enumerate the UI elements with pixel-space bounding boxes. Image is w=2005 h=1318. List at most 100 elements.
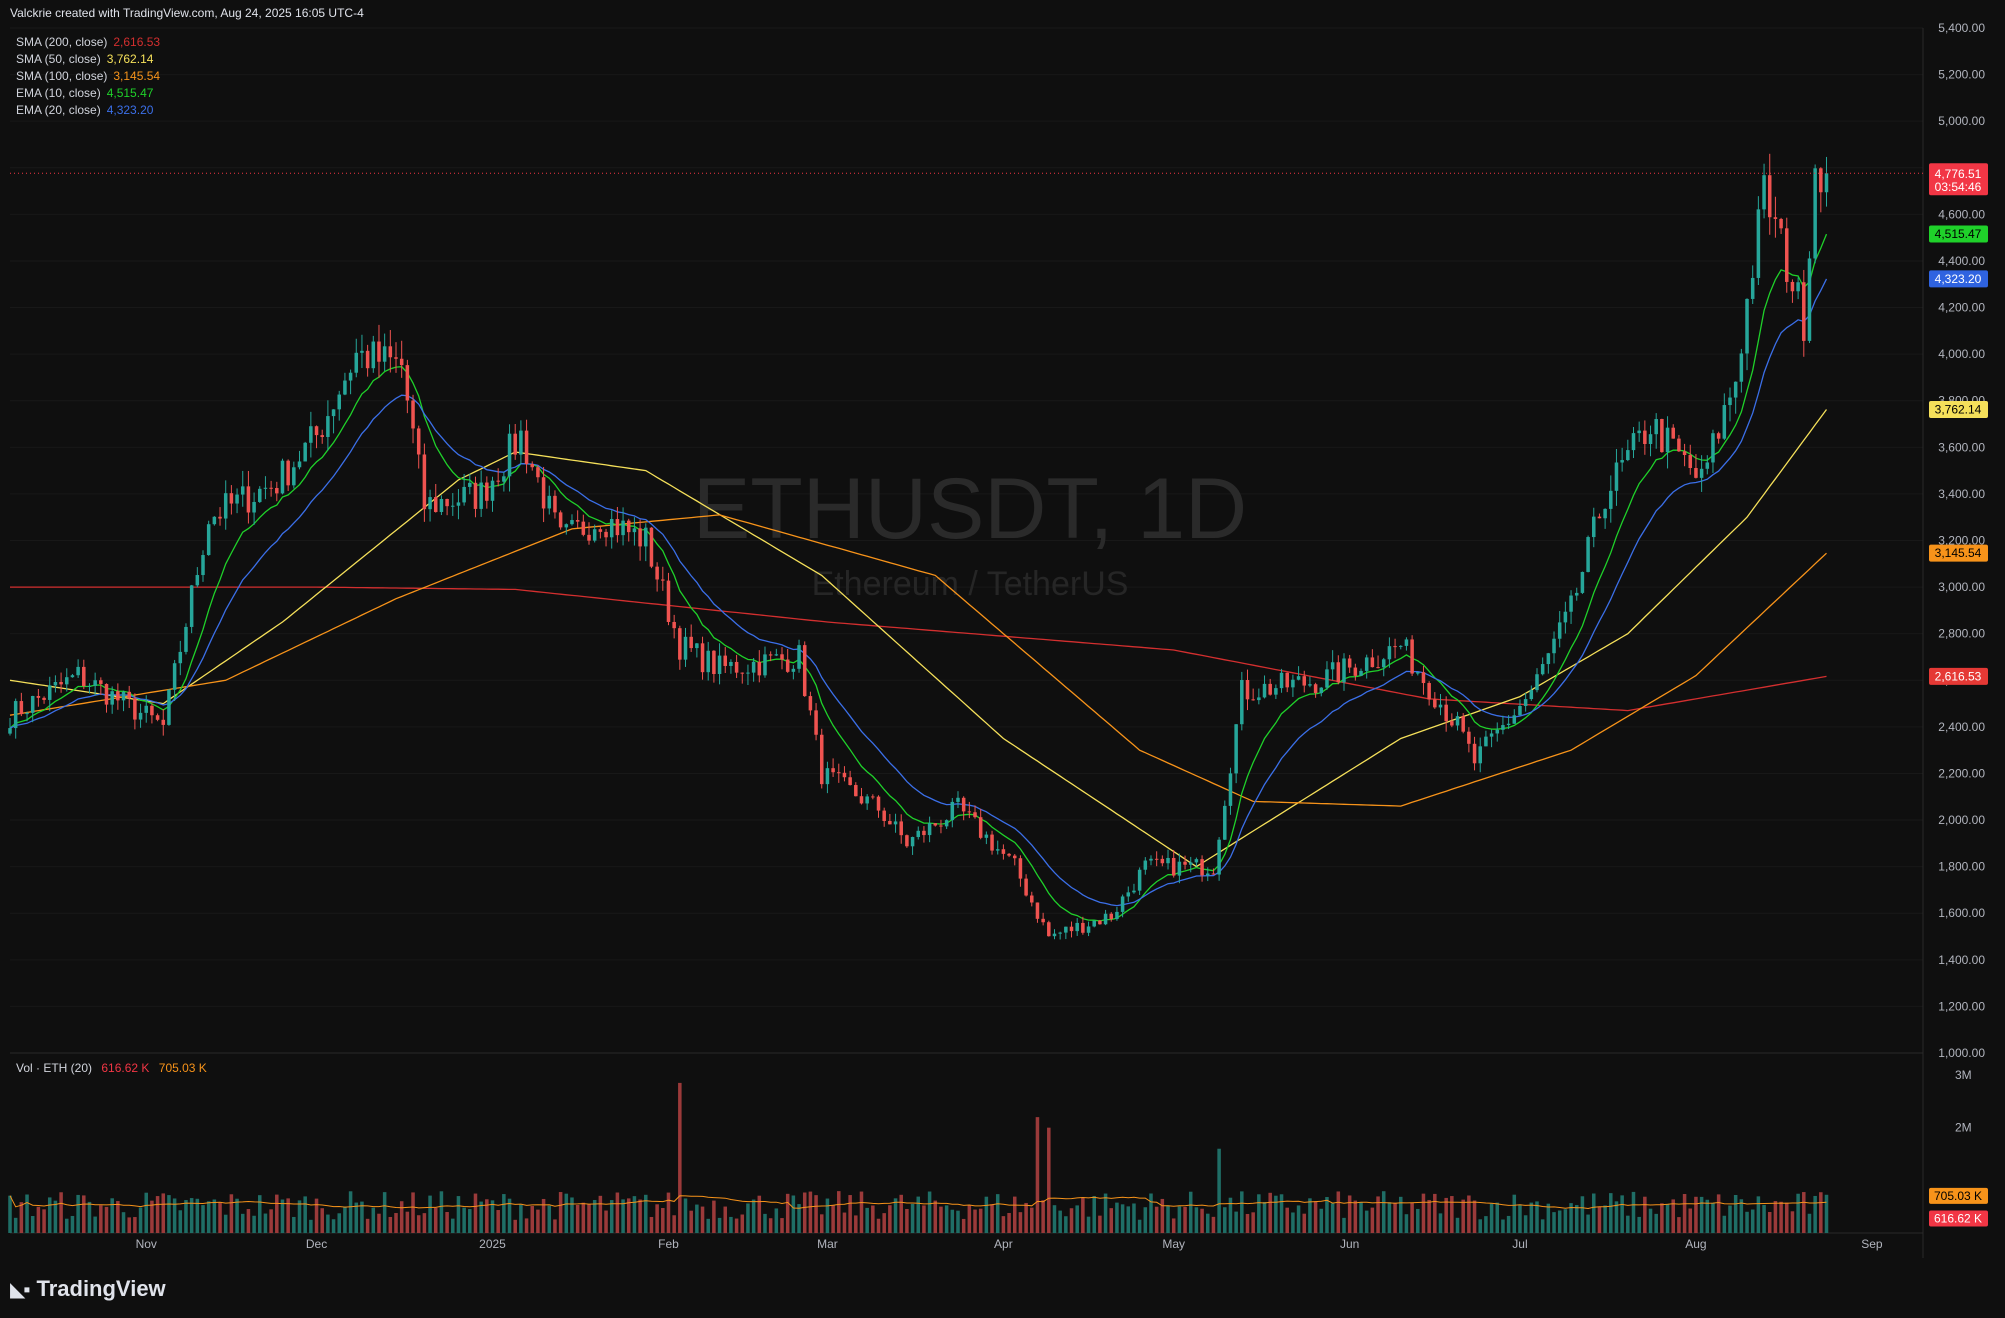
candle-body: [1506, 723, 1511, 726]
legend-row[interactable]: EMA (20, close) 4,323.20: [16, 102, 160, 119]
volume-bar: [1183, 1206, 1187, 1233]
volume-bar: [1569, 1203, 1573, 1233]
candle-body: [1665, 427, 1670, 453]
legend-row[interactable]: SMA (50, close) 3,762.14: [16, 51, 160, 68]
volume-bar: [25, 1194, 29, 1233]
volume-bar: [1166, 1205, 1170, 1233]
volume-bar: [121, 1212, 126, 1233]
volume-bar: [1240, 1191, 1244, 1233]
candle-body: [155, 715, 160, 720]
candle-body: [587, 534, 591, 541]
volume-bar: [297, 1200, 302, 1233]
candle-body: [1512, 715, 1517, 724]
volume-bar: [1342, 1217, 1346, 1233]
price-tick-label: 4,600.00: [1938, 207, 1985, 221]
volume-bar: [536, 1209, 540, 1233]
volume-badge-bg: [1929, 1210, 1988, 1227]
candle-body: [150, 705, 154, 716]
candle-body: [1421, 672, 1426, 684]
volume-bar: [496, 1210, 500, 1233]
candle-body: [837, 772, 841, 774]
candle-body: [1296, 676, 1301, 680]
candle-body: [797, 645, 801, 669]
candle-body: [161, 719, 166, 725]
volume-bar: [774, 1208, 779, 1233]
volume-bar: [1041, 1200, 1045, 1233]
volume-bar: [1682, 1194, 1687, 1233]
candle-body: [763, 654, 767, 676]
candle-body: [1790, 281, 1795, 292]
candle-body: [1586, 537, 1590, 572]
candle-body: [1677, 438, 1681, 452]
tradingview-logo[interactable]: ◣▪ TradingView: [10, 1276, 166, 1302]
volume-bar: [195, 1198, 200, 1233]
candle-body: [1262, 683, 1267, 698]
candle-body: [1824, 173, 1829, 193]
ma-line-1: [9, 409, 1828, 868]
volume-legend: Vol · ETH (20) 616.62 K 705.03 K: [16, 1061, 213, 1075]
candle-body: [1705, 462, 1710, 469]
candle-body: [1217, 839, 1221, 875]
candle-body: [263, 487, 268, 489]
volume-bar: [394, 1213, 398, 1233]
candle-body: [609, 519, 614, 538]
volume-bar: [1450, 1196, 1454, 1233]
candle-body: [1478, 746, 1482, 764]
volume-bar: [1574, 1205, 1579, 1233]
candle-body: [734, 661, 739, 673]
price-tick-label: 1,000.00: [1938, 1046, 1985, 1060]
legend-row[interactable]: EMA (10, close) 4,515.47: [16, 85, 160, 102]
volume-bar: [110, 1198, 114, 1233]
volume-bar: [502, 1194, 506, 1233]
volume-bar: [1120, 1204, 1125, 1233]
volume-ma-line: [9, 1195, 1827, 1210]
volume-bar: [524, 1218, 529, 1233]
volume-bar: [615, 1192, 620, 1233]
candle-body: [405, 365, 410, 401]
volume-bar: [859, 1191, 864, 1233]
volume-bar: [797, 1204, 801, 1233]
volume-bar: [331, 1219, 336, 1233]
candle-body: [1171, 857, 1176, 876]
volume-bar: [212, 1199, 217, 1233]
candle-body: [416, 428, 421, 455]
candle-body: [292, 467, 296, 486]
price-tick-label: 5,400.00: [1938, 21, 1985, 35]
candle-body: [65, 677, 69, 685]
candle-body: [1626, 450, 1630, 461]
candle-body: [876, 796, 881, 811]
volume-bar: [899, 1194, 903, 1233]
price-tick-label: 2,200.00: [1938, 766, 1985, 780]
volume-bar: [1790, 1211, 1795, 1233]
volume-bar: [116, 1201, 120, 1233]
volume-bar: [30, 1215, 35, 1233]
legend-row[interactable]: SMA (100, close) 3,145.54: [16, 68, 160, 85]
volume-bar: [1387, 1202, 1392, 1233]
volume-bar: [377, 1213, 381, 1233]
volume-bar: [275, 1194, 279, 1233]
volume-bar: [1489, 1203, 1494, 1233]
volume-bar: [1024, 1202, 1028, 1233]
candle-body: [167, 689, 171, 725]
volume-bar: [1733, 1194, 1738, 1233]
legend-row[interactable]: SMA (200, close) 2,616.53: [16, 34, 160, 51]
volume-bar: [371, 1207, 376, 1233]
volume-bar: [1336, 1191, 1341, 1233]
candle-body: [1455, 716, 1460, 726]
volume-bar: [1796, 1193, 1800, 1233]
volume-bar: [1586, 1214, 1590, 1233]
candle-body: [184, 626, 188, 652]
candles: [8, 153, 1829, 940]
candle-body: [1319, 687, 1324, 694]
candle-body: [116, 691, 120, 701]
volume-bar: [1285, 1207, 1289, 1233]
candle-body: [1643, 430, 1647, 445]
price-tick-label: 2,000.00: [1938, 813, 1985, 827]
candle-body: [984, 834, 989, 838]
volume-bar: [1512, 1194, 1517, 1233]
candle-body: [1785, 228, 1789, 282]
candle-body: [343, 380, 347, 395]
ma-line-0: [10, 586, 1827, 712]
volume-bar: [184, 1200, 188, 1233]
